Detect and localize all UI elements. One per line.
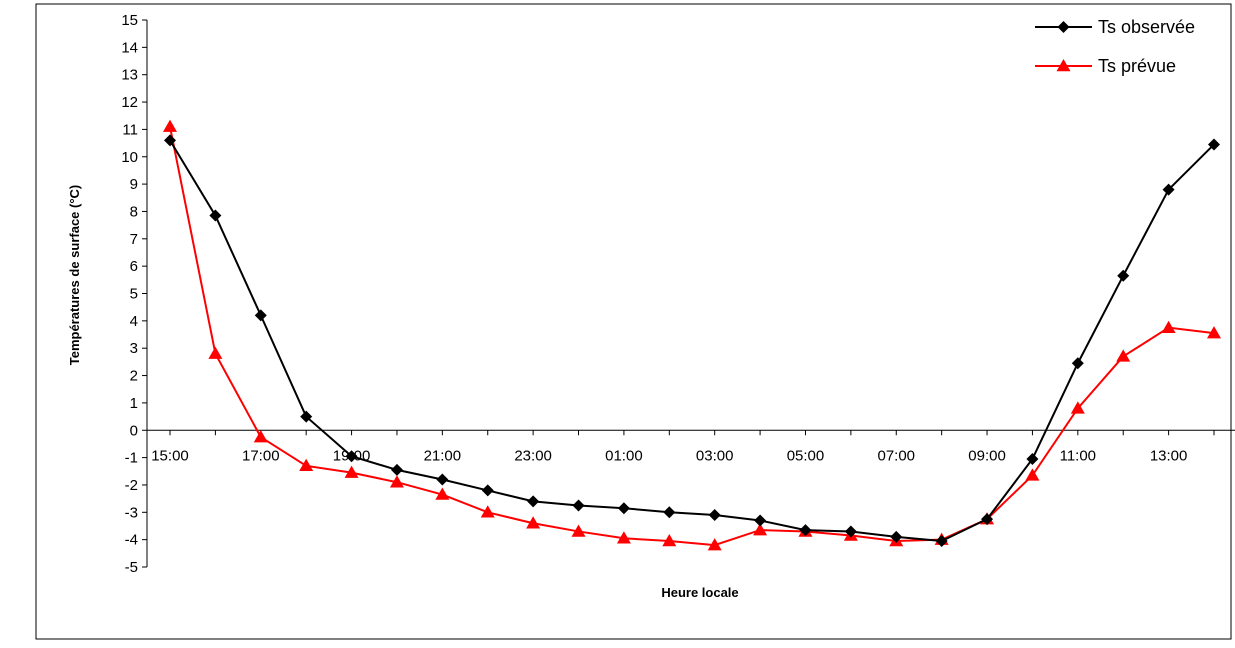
x-tick-label: 21:00 xyxy=(424,447,462,464)
x-tick-label: 15:00 xyxy=(151,447,189,464)
x-tick-label: 11:00 xyxy=(1060,447,1096,464)
y-tick-label: -2 xyxy=(125,477,138,494)
data-point xyxy=(708,509,721,522)
data-point xyxy=(163,119,177,132)
y-tick-label: 11 xyxy=(122,121,138,138)
series-line xyxy=(169,139,1215,543)
y-axis-title: Températures de surface (°C) xyxy=(67,185,82,366)
data-point xyxy=(480,505,495,518)
x-tick-label: 09:00 xyxy=(968,447,1006,464)
data-point xyxy=(209,209,222,222)
x-axis: 15:0017:0019:0021:0023:0001:0003:0005:00… xyxy=(147,429,1235,464)
y-tick-label: 15 xyxy=(121,12,138,29)
x-tick-label: 13:00 xyxy=(1150,447,1188,464)
legend: Ts observée Ts prévue xyxy=(1035,17,1195,76)
data-point xyxy=(663,506,676,519)
data-point xyxy=(253,430,268,443)
y-tick-label: 7 xyxy=(130,231,138,248)
series-line xyxy=(169,126,1215,547)
data-point xyxy=(435,487,450,500)
y-tick-label: 0 xyxy=(130,422,138,439)
data-point xyxy=(481,484,494,497)
data-point xyxy=(571,524,586,537)
x-tick-label: 07:00 xyxy=(877,447,915,464)
data-point xyxy=(844,525,857,538)
data-point xyxy=(753,523,768,536)
series-layer xyxy=(163,119,1221,551)
data-point xyxy=(1161,320,1176,333)
data-point xyxy=(616,531,631,544)
legend-label: Ts observée xyxy=(1098,17,1195,37)
data-point xyxy=(1070,401,1085,414)
data-point xyxy=(572,499,585,512)
chart-border xyxy=(35,3,1232,640)
y-tick-label: 6 xyxy=(130,258,138,275)
data-point xyxy=(981,513,994,526)
x-tick-label: 05:00 xyxy=(787,447,825,464)
x-tick-label: 03:00 xyxy=(696,447,734,464)
data-point xyxy=(617,502,630,515)
data-point xyxy=(299,458,314,472)
data-point xyxy=(935,535,948,548)
data-point xyxy=(164,134,176,147)
y-tick-label: 9 xyxy=(130,176,138,193)
data-point xyxy=(345,450,358,463)
data-point xyxy=(1207,326,1221,339)
data-point xyxy=(1117,269,1130,282)
data-point xyxy=(1071,357,1084,370)
y-tick-label: 1 xyxy=(130,395,138,412)
legend-label: Ts prévue xyxy=(1098,56,1176,76)
data-point xyxy=(1162,183,1175,196)
y-tick-label: 10 xyxy=(121,149,138,166)
data-point xyxy=(1025,468,1040,481)
data-point xyxy=(344,465,359,478)
x-tick-label: 17:00 xyxy=(242,447,280,464)
x-tick-label: 01:00 xyxy=(605,447,643,464)
legend-entry: Ts observée xyxy=(1035,17,1195,37)
data-point xyxy=(389,475,404,488)
y-tick-label: -3 xyxy=(125,504,138,521)
data-point xyxy=(662,534,677,547)
y-tick-label: 4 xyxy=(130,313,138,330)
data-point xyxy=(390,463,403,476)
y-tick-label: 8 xyxy=(130,203,138,220)
data-point xyxy=(707,538,722,551)
y-tick-label: -5 xyxy=(125,559,138,576)
legend-swatch-marker xyxy=(1056,59,1071,72)
y-tick-label: -4 xyxy=(125,532,138,549)
data-point xyxy=(300,410,313,423)
y-tick-label: 5 xyxy=(130,286,138,303)
y-tick-label: -1 xyxy=(125,450,138,467)
data-point xyxy=(754,514,767,527)
y-tick-label: 14 xyxy=(121,39,138,56)
data-point xyxy=(208,346,223,359)
data-point xyxy=(526,516,541,529)
data-point xyxy=(527,495,540,508)
legend-swatch-marker xyxy=(1057,21,1070,33)
legend-entry: Ts prévue xyxy=(1035,56,1176,76)
data-point xyxy=(1026,452,1039,465)
data-point xyxy=(436,473,449,486)
data-point xyxy=(1208,138,1220,151)
y-tick-label: 3 xyxy=(130,340,138,357)
x-tick-label: 23:00 xyxy=(514,447,552,464)
data-point xyxy=(254,309,267,322)
series-triangle xyxy=(163,119,1221,551)
data-point xyxy=(799,524,812,537)
x-axis-title: Heure locale xyxy=(661,585,738,600)
y-tick-label: 13 xyxy=(121,67,138,84)
data-point xyxy=(1116,349,1131,362)
y-tick-label: 12 xyxy=(121,94,138,111)
data-point xyxy=(890,530,903,543)
series-diamond xyxy=(164,134,1220,548)
y-tick-label: 2 xyxy=(130,368,138,385)
